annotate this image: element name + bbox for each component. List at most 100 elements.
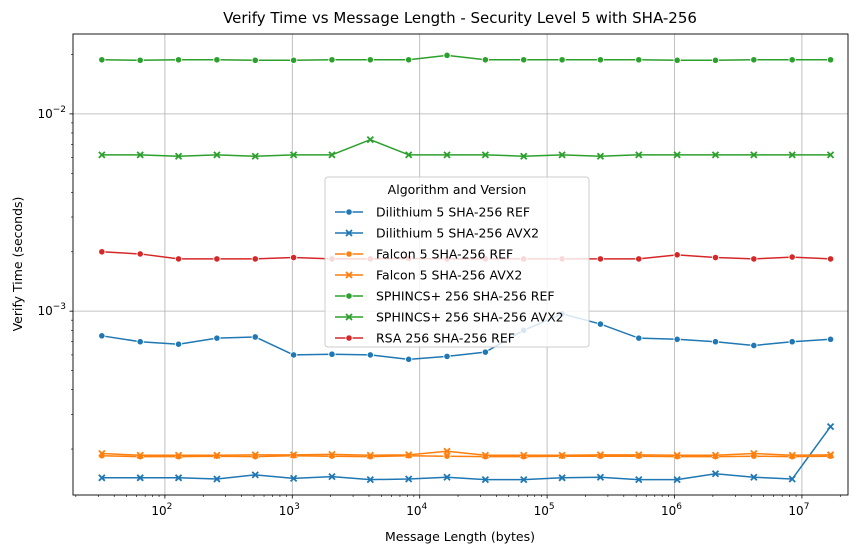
legend-marker [345,313,353,321]
legend-label: Falcon 5 SHA-256 AVX2 [376,268,522,283]
data-point [635,334,643,342]
data-point [596,451,605,459]
data-point [711,151,720,159]
series-6 [98,136,835,160]
data-point [443,452,451,460]
data-point [290,351,298,359]
x-tick-label: 103 [279,502,300,518]
legend-title: Algorithm and Version [388,182,527,197]
data-point [520,451,528,459]
legend-box [324,176,590,348]
data-point [635,451,643,459]
data-point [711,451,720,459]
data-point [673,475,681,484]
legend-marker [345,292,353,300]
data-point [558,451,566,459]
data-point [251,451,259,459]
data-point [366,351,374,359]
data-point [635,151,643,159]
data-point [405,56,413,64]
data-point [174,255,183,263]
y-axis-label: Verify Time (seconds) [10,197,25,332]
data-point [443,151,451,159]
data-point [98,248,106,256]
data-point [558,56,566,64]
data-point [788,451,796,459]
data-point [290,56,298,64]
data-point [174,56,183,64]
data-point [558,151,566,159]
data-point [328,151,336,159]
data-point [328,450,336,458]
data-point [213,56,221,64]
data-point [443,447,451,455]
data-point [366,475,374,484]
data-point [481,475,490,484]
legend-item: SPHINCS+ 256 SHA-256 AVX2 [335,310,564,325]
legend-item: Falcon 5 SHA-256 REF [335,247,513,262]
chart-title: Verify Time vs Message Length - Security… [223,9,697,27]
series-line [101,54,831,61]
data-point [826,335,835,343]
data-point [98,56,106,64]
series-1 [98,310,835,363]
data-point [405,151,413,159]
data-point [443,51,451,59]
data-point [251,255,259,263]
data-point [290,253,298,262]
data-point [366,136,374,144]
data-point [750,449,758,458]
x-ticks: 102 103 104 105 106 107 [75,495,841,518]
data-point [289,451,298,459]
data-point [750,341,758,350]
data-point [405,475,413,483]
data-point [750,151,758,159]
data-point [98,449,106,458]
data-point [711,56,720,64]
y-tick-label: 10−3 [37,302,66,318]
data-point [520,152,528,160]
series-4 [98,447,835,459]
data-point [405,355,413,363]
x-axis-label: Message Length (bytes) [385,529,535,544]
data-point [98,474,106,482]
legend-marker [345,229,353,237]
data-point [136,250,144,258]
data-point [98,151,106,159]
data-point [826,255,835,263]
legend-marker [345,250,353,258]
legend-item: Falcon 5 SHA-256 AVX2 [335,268,522,283]
data-point [174,340,183,348]
data-point [481,56,489,64]
data-point [750,56,758,64]
data-point [481,151,490,159]
legend-item: Dilithium 5 SHA-256 REF [335,205,530,220]
data-point [596,320,605,328]
data-point [136,474,144,482]
data-point [213,451,221,459]
data-point [673,251,681,259]
data-point [289,151,298,159]
data-point [174,152,183,160]
data-point [405,451,413,459]
data-point [826,451,835,459]
legend-marker [345,271,353,279]
series-2 [98,422,835,484]
data-point [289,474,298,483]
data-point [596,473,605,481]
data-point [673,335,681,343]
data-point [826,151,835,159]
series-line [101,313,831,361]
y-tick-label: 10−2 [37,105,66,121]
data-point [366,451,374,459]
legend-label: Dilithium 5 SHA-256 AVX2 [376,226,539,241]
data-point [520,475,528,484]
data-point [558,474,566,482]
data-point [328,56,336,64]
x-tick-label: 107 [788,502,809,518]
x-tick-label: 102 [151,502,172,518]
data-point [788,56,796,64]
data-point [750,473,758,481]
data-point [213,334,221,342]
legend-label: RSA 256 SHA-256 REF [376,331,515,346]
